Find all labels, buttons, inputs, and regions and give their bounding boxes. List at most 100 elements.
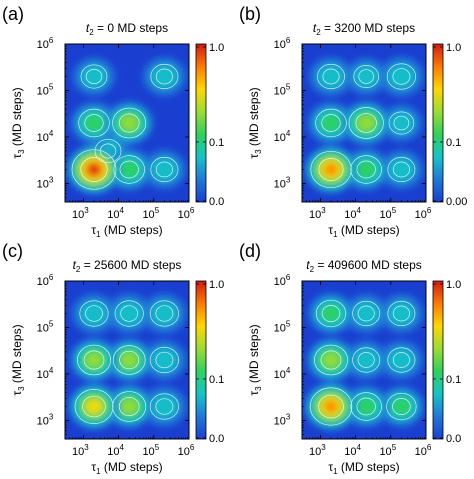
contour-line [78, 108, 110, 138]
contour-line [392, 398, 411, 415]
y-tick-base: 10 [274, 132, 286, 144]
ylabel-subscript: 3 [254, 386, 263, 391]
colorbar-tick-text: 0.1 [209, 137, 224, 149]
y-tick-base: 10 [274, 85, 286, 97]
y-axis-label: τ3 (MD steps) [247, 324, 263, 395]
peak-level [388, 157, 415, 182]
contour-line [79, 300, 109, 327]
peak-level [391, 397, 412, 416]
x-tick-exp: 4 [120, 206, 125, 215]
x-axis-label: τ1 (MD steps) [91, 223, 162, 239]
y-tick-base: 10 [274, 178, 286, 190]
y-tick-label: 105 [37, 82, 54, 97]
ylabel-subscript: 3 [254, 149, 263, 154]
y-tick-label: 103 [274, 175, 291, 190]
panel-label-text: (c) [2, 241, 23, 261]
panel-label: (b) [239, 4, 261, 24]
contours [74, 300, 179, 424]
xlabel-symbol: τ [91, 460, 96, 474]
y-tick-base: 10 [37, 178, 49, 190]
y-tick-label: 104 [274, 129, 291, 144]
contour-line [355, 113, 377, 133]
ylabel-subscript: 3 [17, 386, 26, 391]
contour-line [149, 393, 179, 420]
y-tick-label: 105 [274, 82, 291, 97]
y-tick-base: 10 [274, 276, 286, 288]
contour-line [386, 392, 417, 421]
x-tick-exp: 3 [84, 206, 89, 215]
ylabel-rest: (MD steps) [10, 87, 24, 149]
colorbar-tick-label: 1.0 [446, 42, 461, 54]
contour-line [309, 387, 353, 426]
x-tick-exp: 6 [190, 206, 195, 215]
chart-title: t2 = 3200 MD steps [313, 21, 415, 37]
contour-line [352, 300, 381, 327]
title-subscript: 2 [89, 28, 94, 37]
contour-line [118, 397, 140, 416]
colorbar-tick-label: 0.0 [209, 196, 224, 208]
xlabel-symbol: τ [328, 460, 333, 474]
x-axis-label: τ1 (MD steps) [91, 460, 162, 474]
peak-level [85, 352, 103, 368]
x-tick-base: 10 [142, 446, 154, 458]
title-symbol: t [73, 258, 77, 272]
colorbar-tick-text: 1.0 [209, 42, 224, 54]
title-symbol: t [86, 21, 90, 35]
colorbar-tick-label: 0.1 [446, 374, 461, 386]
contour-line [85, 305, 103, 322]
colorbar-tick-label: 0.1 [446, 137, 461, 149]
colorbar-tick-text: 0.1 [209, 374, 224, 386]
title-rest: = 3200 MD steps [321, 21, 415, 35]
contour-line [74, 389, 114, 424]
y-tick-base: 10 [37, 85, 49, 97]
contour-line [155, 161, 173, 178]
x-tick-label: 103 [309, 443, 326, 458]
y-tick-exp: 4 [49, 366, 54, 375]
x-tick-exp: 4 [357, 206, 362, 215]
y-tick-label: 106 [274, 36, 291, 51]
x-tick-label: 105 [379, 443, 396, 458]
peak-level [324, 400, 338, 413]
x-tick-exp: 6 [427, 443, 432, 452]
contour-line [318, 158, 344, 181]
x-tick-base: 10 [344, 209, 356, 221]
y-tick-base: 10 [37, 132, 49, 144]
ylabel-symbol: τ [247, 391, 261, 396]
y-tick-exp: 3 [49, 175, 54, 184]
contour-line [321, 305, 341, 322]
contour-line [350, 155, 382, 184]
y-tick-label: 106 [37, 273, 54, 288]
contour-line [318, 394, 344, 419]
contour-line [150, 156, 179, 183]
y-tick-label: 103 [274, 412, 291, 427]
contour-line [80, 157, 108, 182]
panel-label-text: (d) [239, 241, 261, 261]
contour-line [320, 350, 342, 370]
y-axis-label: τ3 (MD steps) [10, 87, 26, 158]
ylabel-rest: (MD steps) [247, 324, 261, 386]
contour-line [150, 63, 179, 90]
colorbar-tick-label: 0.0 [446, 433, 461, 445]
x-tick-label: 104 [344, 206, 361, 221]
x-tick-base: 10 [72, 209, 84, 221]
x-tick-exp: 3 [321, 206, 326, 215]
x-tick-base: 10 [178, 446, 190, 458]
contour-line [112, 391, 147, 422]
colorbar-tick-label: 0.00 [446, 196, 467, 208]
x-tick-exp: 6 [190, 443, 195, 452]
x-tick-base: 10 [178, 209, 190, 221]
contour-line [118, 113, 140, 133]
contour-line [388, 111, 415, 135]
colorbar-tick-text: 0.0 [209, 433, 224, 445]
chart-title: t2 = 25600 MD steps [73, 258, 182, 274]
x-tick-base: 10 [415, 446, 427, 458]
xlabel-symbol: τ [91, 223, 96, 237]
peak-level [83, 113, 105, 133]
y-tick-exp: 3 [286, 412, 291, 421]
x-tick-label: 106 [415, 443, 432, 458]
contour-line [119, 350, 140, 370]
x-tick-exp: 6 [427, 206, 432, 215]
y-tick-base: 10 [37, 369, 49, 381]
